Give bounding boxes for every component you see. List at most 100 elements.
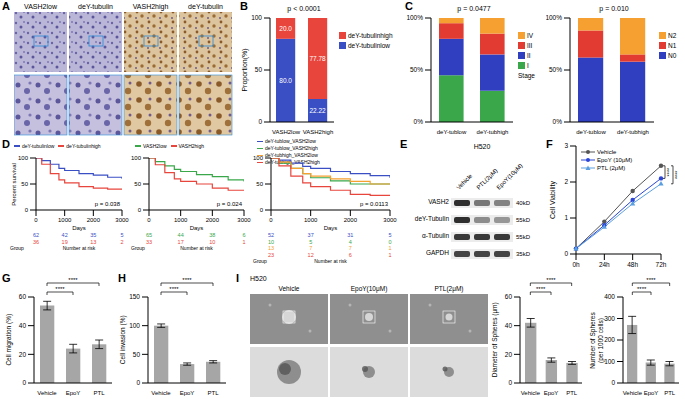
svg-text:deY-tubulin: deY-tubulin bbox=[78, 3, 113, 10]
svg-text:****: **** bbox=[674, 170, 680, 179]
svg-text:400: 400 bbox=[604, 293, 615, 300]
svg-text:****: **** bbox=[536, 286, 546, 292]
svg-text:1000: 1000 bbox=[174, 217, 188, 223]
svg-text:Vehicle: Vehicle bbox=[455, 172, 473, 190]
svg-text:60: 60 bbox=[505, 293, 513, 300]
svg-text:300: 300 bbox=[604, 315, 615, 322]
svg-text:20.0: 20.0 bbox=[279, 25, 292, 32]
svg-text:Vehicle: Vehicle bbox=[151, 390, 171, 396]
svg-text:0: 0 bbox=[564, 250, 568, 257]
svg-text:2000: 2000 bbox=[344, 217, 358, 223]
svg-text:****: **** bbox=[55, 286, 65, 292]
svg-text:EpoY: EpoY bbox=[66, 390, 81, 396]
svg-text:24h: 24h bbox=[599, 261, 610, 268]
svg-text:****: **** bbox=[637, 286, 647, 292]
svg-text:****: **** bbox=[169, 286, 179, 292]
svg-text:PTL: PTL bbox=[566, 390, 578, 396]
svg-text:0: 0 bbox=[22, 379, 26, 386]
svg-text:deY-tublow: deY-tublow bbox=[437, 129, 467, 135]
svg-text:0%: 0% bbox=[553, 118, 563, 125]
svg-text:100%: 100% bbox=[407, 14, 423, 21]
svg-text:50: 50 bbox=[21, 181, 28, 187]
svg-text:VASH2low: VASH2low bbox=[272, 129, 301, 135]
svg-text:1: 1 bbox=[564, 214, 568, 221]
svg-text:50: 50 bbox=[133, 351, 141, 358]
svg-text:100: 100 bbox=[604, 358, 615, 365]
svg-text:48h: 48h bbox=[627, 261, 638, 268]
svg-text:55kD: 55kD bbox=[516, 217, 531, 223]
svg-text:Vehicle: Vehicle bbox=[521, 390, 541, 396]
svg-text:50: 50 bbox=[256, 181, 263, 187]
svg-text:GAPDH: GAPDH bbox=[426, 249, 449, 256]
svg-text:200: 200 bbox=[604, 336, 615, 343]
svg-text:Vehicle: Vehicle bbox=[623, 390, 643, 396]
svg-text:VASH2low: VASH2low bbox=[24, 3, 58, 10]
svg-text:3000: 3000 bbox=[237, 217, 251, 223]
svg-text:****: **** bbox=[182, 277, 192, 283]
svg-text:80.0: 80.0 bbox=[279, 77, 292, 84]
svg-text:H520: H520 bbox=[250, 275, 267, 282]
svg-text:100: 100 bbox=[129, 322, 140, 329]
svg-text:0h: 0h bbox=[572, 261, 580, 268]
svg-text:****: **** bbox=[666, 167, 672, 176]
svg-text:α-Tubulin: α-Tubulin bbox=[422, 232, 449, 239]
svg-text:100%: 100% bbox=[546, 14, 562, 21]
svg-text:Vehicle: Vehicle bbox=[37, 390, 57, 396]
svg-text:EpoY: EpoY bbox=[644, 390, 659, 396]
svg-text:72h: 72h bbox=[656, 261, 667, 268]
svg-text:55kD: 55kD bbox=[516, 234, 531, 240]
svg-text:deY-tubulin: deY-tubulin bbox=[188, 3, 223, 10]
svg-text:0: 0 bbox=[147, 217, 151, 223]
svg-text:H520: H520 bbox=[474, 143, 491, 150]
svg-text:Vehicle: Vehicle bbox=[279, 285, 300, 292]
svg-text:****: **** bbox=[646, 277, 656, 283]
svg-text:****: **** bbox=[546, 277, 556, 283]
svg-text:EpoY: EpoY bbox=[544, 390, 559, 396]
svg-text:20: 20 bbox=[19, 351, 27, 358]
svg-text:40: 40 bbox=[19, 322, 27, 329]
svg-text:2000: 2000 bbox=[87, 217, 101, 223]
svg-text:0%: 0% bbox=[414, 118, 424, 125]
svg-text:****: **** bbox=[68, 277, 78, 283]
svg-text:0: 0 bbox=[508, 379, 512, 386]
svg-text:deY-Tubulin: deY-Tubulin bbox=[415, 215, 450, 222]
svg-text:2000: 2000 bbox=[206, 217, 220, 223]
svg-text:0: 0 bbox=[258, 118, 262, 125]
svg-text:VASH2high: VASH2high bbox=[303, 129, 334, 135]
svg-text:0: 0 bbox=[269, 217, 273, 223]
svg-text:0: 0 bbox=[611, 379, 615, 386]
svg-text:100: 100 bbox=[253, 155, 264, 161]
svg-text:0: 0 bbox=[260, 207, 264, 213]
svg-text:150: 150 bbox=[129, 293, 140, 300]
svg-text:40: 40 bbox=[505, 322, 513, 329]
svg-text:PTL(2μM): PTL(2μM) bbox=[434, 285, 463, 293]
svg-text:EpoY(10μM): EpoY(10μM) bbox=[495, 163, 523, 191]
svg-text:VASH2high: VASH2high bbox=[133, 3, 169, 11]
svg-text:PTL: PTL bbox=[664, 390, 676, 396]
svg-text:PTL: PTL bbox=[93, 390, 105, 396]
svg-text:3000: 3000 bbox=[115, 217, 129, 223]
svg-text:PTL: PTL bbox=[207, 390, 219, 396]
svg-text:35kD: 35kD bbox=[516, 251, 531, 257]
svg-text:3: 3 bbox=[564, 142, 568, 149]
svg-text:100: 100 bbox=[251, 14, 262, 21]
svg-text:1000: 1000 bbox=[58, 217, 72, 223]
svg-text:EpoY(10μM): EpoY(10μM) bbox=[351, 285, 388, 293]
svg-text:60: 60 bbox=[19, 293, 27, 300]
svg-text:0: 0 bbox=[34, 217, 38, 223]
svg-text:100: 100 bbox=[131, 155, 142, 161]
svg-text:40kD: 40kD bbox=[516, 200, 531, 206]
svg-text:77.78: 77.78 bbox=[309, 55, 326, 62]
svg-text:0: 0 bbox=[25, 207, 29, 213]
svg-text:50: 50 bbox=[134, 181, 141, 187]
svg-text:deY-tubhigh: deY-tubhigh bbox=[617, 129, 649, 135]
svg-text:50%: 50% bbox=[549, 66, 562, 73]
svg-text:2: 2 bbox=[564, 178, 568, 185]
svg-text:50: 50 bbox=[255, 66, 263, 73]
svg-text:deY-tublow: deY-tublow bbox=[576, 129, 606, 135]
svg-text:22.22: 22.22 bbox=[309, 107, 326, 114]
svg-text:50%: 50% bbox=[410, 66, 423, 73]
svg-text:100: 100 bbox=[18, 155, 29, 161]
svg-text:3000: 3000 bbox=[383, 217, 397, 223]
svg-text:deY-tubhigh: deY-tubhigh bbox=[477, 129, 509, 135]
